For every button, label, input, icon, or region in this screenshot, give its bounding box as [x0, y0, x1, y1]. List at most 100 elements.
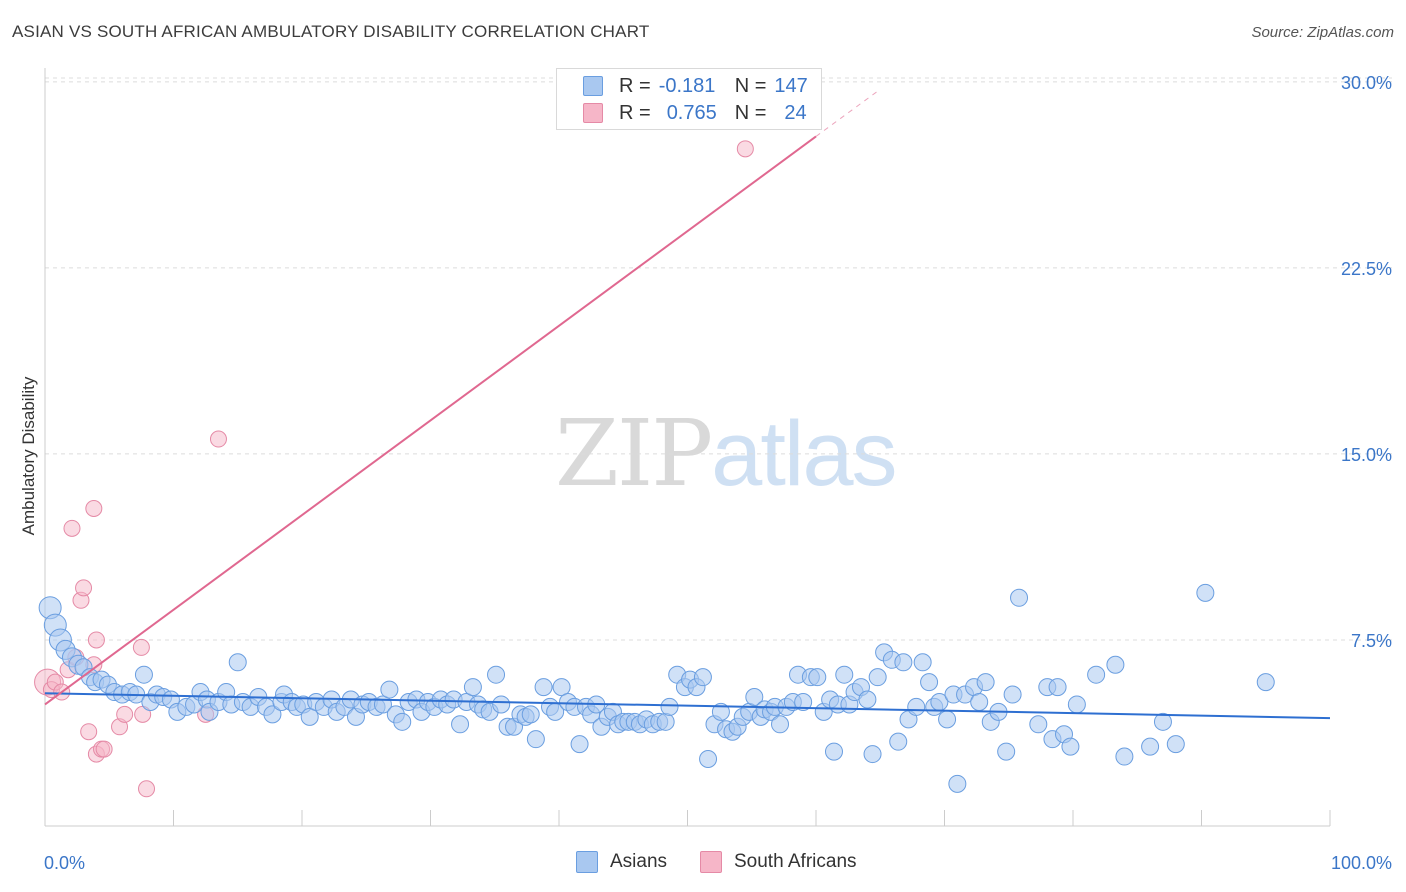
asian-point — [711, 702, 730, 721]
asian-point — [858, 690, 877, 709]
bottom-legend-asians: Asians — [576, 851, 667, 873]
y-tick-label: 30.0% — [1341, 73, 1392, 93]
asian-point — [920, 673, 939, 692]
asian-point — [380, 680, 399, 699]
asian-point — [526, 730, 545, 749]
south-african-point — [132, 638, 150, 656]
asian-point — [824, 742, 843, 761]
asian-point — [745, 688, 764, 707]
south-african-point — [209, 430, 227, 448]
asian-point — [1087, 665, 1106, 684]
asian-point — [1106, 655, 1125, 674]
south-african-point — [75, 579, 93, 597]
asian-point — [1003, 685, 1022, 704]
asian-point — [1141, 737, 1160, 756]
y-tick-label: 7.5% — [1351, 631, 1392, 651]
south-african-point — [736, 140, 754, 158]
asian-point — [521, 705, 540, 724]
asian-point — [656, 712, 675, 731]
y-tick-label: 15.0% — [1341, 445, 1392, 465]
legend-r-label: R = — [619, 74, 651, 97]
axes — [44, 68, 1331, 827]
x-tick-label: 0.0% — [44, 853, 85, 873]
south-africans-trend-extension — [815, 88, 881, 137]
asian-point — [134, 665, 153, 684]
legend-row-asians: R = -0.181 N = 147 — [583, 74, 808, 98]
asian-point — [863, 745, 882, 764]
asian-point — [1010, 588, 1029, 607]
asian-point — [948, 774, 967, 793]
asian-point — [976, 673, 995, 692]
asian-point — [1115, 747, 1134, 766]
asian-point — [693, 668, 712, 687]
asian-point — [534, 678, 553, 697]
bottom-legend-swatch-south-africans — [700, 851, 722, 873]
asian-point — [1048, 678, 1067, 697]
legend-n-label: N = — [734, 74, 767, 97]
asian-point — [451, 715, 470, 734]
legend-swatch-asians — [583, 76, 603, 96]
legend-row-south-africans: R = 0.765 N = 24 — [583, 101, 807, 125]
asian-point — [552, 678, 571, 697]
asian-point — [889, 732, 908, 751]
asian-point — [660, 697, 679, 716]
legend-r-value: -0.181 — [658, 74, 716, 97]
legend-swatch-south-africans — [583, 103, 603, 123]
asian-point — [938, 710, 957, 729]
asian-point — [699, 750, 718, 769]
bottom-legend-swatch-asians — [576, 851, 598, 873]
south-african-point — [116, 705, 134, 723]
asian-point — [1029, 715, 1048, 734]
legend-n-value: 147 — [774, 74, 808, 97]
south-african-point — [95, 740, 113, 758]
south-african-point — [63, 519, 81, 537]
bottom-legend-south-africans: South Africans — [700, 851, 857, 873]
asian-point — [487, 665, 506, 684]
legend-n-label: N = — [734, 101, 767, 124]
south-african-point — [87, 631, 105, 649]
asian-point — [300, 707, 319, 726]
asian-point — [997, 742, 1016, 761]
asian-point — [1061, 737, 1080, 756]
asian-point — [570, 735, 589, 754]
asian-point — [393, 712, 412, 731]
asian-point — [1166, 735, 1185, 754]
south-african-point — [138, 780, 156, 798]
south-africans-trend-line — [44, 135, 817, 706]
legend-n-value: 24 — [784, 101, 807, 124]
south-african-point — [80, 723, 98, 741]
asian-point — [913, 653, 932, 672]
source-label: Source: ZipAtlas.com — [1251, 24, 1394, 41]
asian-point — [492, 695, 511, 714]
trend-lines — [44, 88, 1331, 720]
y-tick-label: 22.5% — [1341, 259, 1392, 279]
asian-point — [1153, 712, 1172, 731]
asian-point — [868, 668, 887, 687]
asian-point — [263, 705, 282, 724]
asians-points — [38, 583, 1275, 793]
chart-title: ASIAN VS SOUTH AFRICAN AMBULATORY DISABI… — [12, 22, 650, 41]
asian-point — [907, 697, 926, 716]
asian-point — [894, 653, 913, 672]
asian-point — [1256, 673, 1275, 692]
tick-labels: 7.5% 15.0% 22.5% 30.0% 0.0% 100.0% Ambulatory … — [19, 73, 1392, 873]
asians-trend-line — [44, 692, 1331, 720]
legend-r-value: 0.765 — [666, 101, 717, 124]
bottom-legend-label-asians: Asians — [610, 851, 668, 872]
asian-point — [835, 665, 854, 684]
asian-point — [228, 653, 247, 672]
asian-point — [970, 692, 989, 711]
x-tick-label: 100.0% — [1331, 853, 1392, 873]
y-axis-title: Ambulatory Disability — [19, 376, 38, 535]
asian-point — [808, 668, 827, 687]
bottom-legend-label-south-africans: South Africans — [734, 851, 857, 872]
asian-point — [1196, 583, 1215, 602]
asian-point — [794, 692, 813, 711]
legend-r-label: R = — [619, 101, 651, 124]
asian-point — [771, 715, 790, 734]
asian-point — [463, 678, 482, 697]
correlation-legend: R = -0.181 N = 147 R = 0.765 N = 24 — [556, 68, 822, 130]
asian-point — [1067, 695, 1086, 714]
south-african-point — [85, 499, 103, 517]
